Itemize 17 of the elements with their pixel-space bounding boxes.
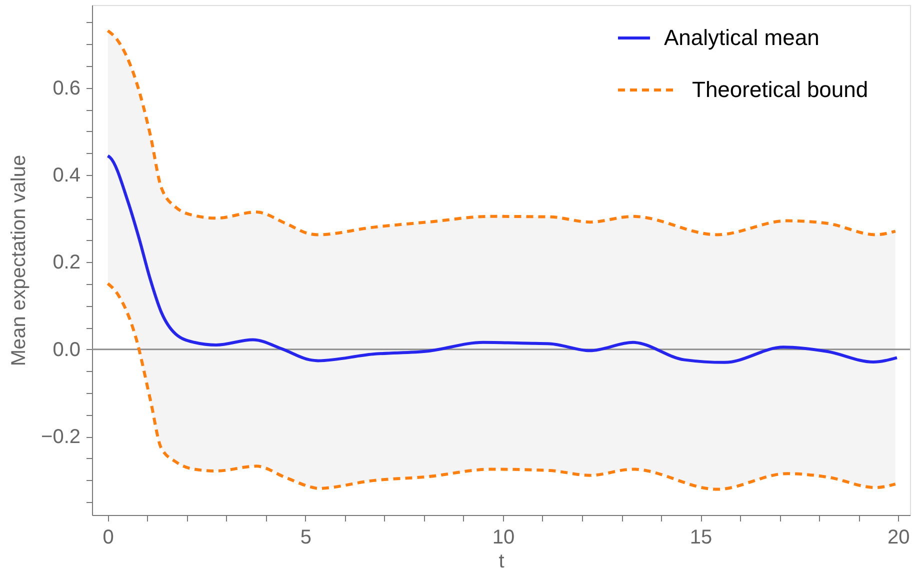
legend-label: Theoretical bound bbox=[692, 77, 868, 102]
y-tick-label: −0.2 bbox=[41, 426, 80, 448]
x-tick-label: 5 bbox=[300, 526, 312, 548]
y-axis-title: Mean expectation value bbox=[8, 154, 30, 366]
line-series bbox=[106, 29, 897, 236]
line-series bbox=[106, 282, 897, 491]
y-tick-label: 0.6 bbox=[52, 77, 80, 100]
x-tick-label: 0 bbox=[102, 526, 114, 548]
x-tick-label: 15 bbox=[690, 526, 712, 548]
y-tick-label: 0.0 bbox=[52, 338, 80, 361]
y-tick-label: 0.4 bbox=[52, 164, 80, 186]
legend-label: Analytical mean bbox=[664, 25, 820, 50]
x-tick-label: 10 bbox=[492, 526, 515, 548]
y-tick-label: 0.2 bbox=[52, 252, 80, 274]
x-axis-title: t bbox=[498, 550, 505, 572]
x-tick-label: 20 bbox=[888, 526, 910, 548]
line-series bbox=[106, 154, 898, 364]
